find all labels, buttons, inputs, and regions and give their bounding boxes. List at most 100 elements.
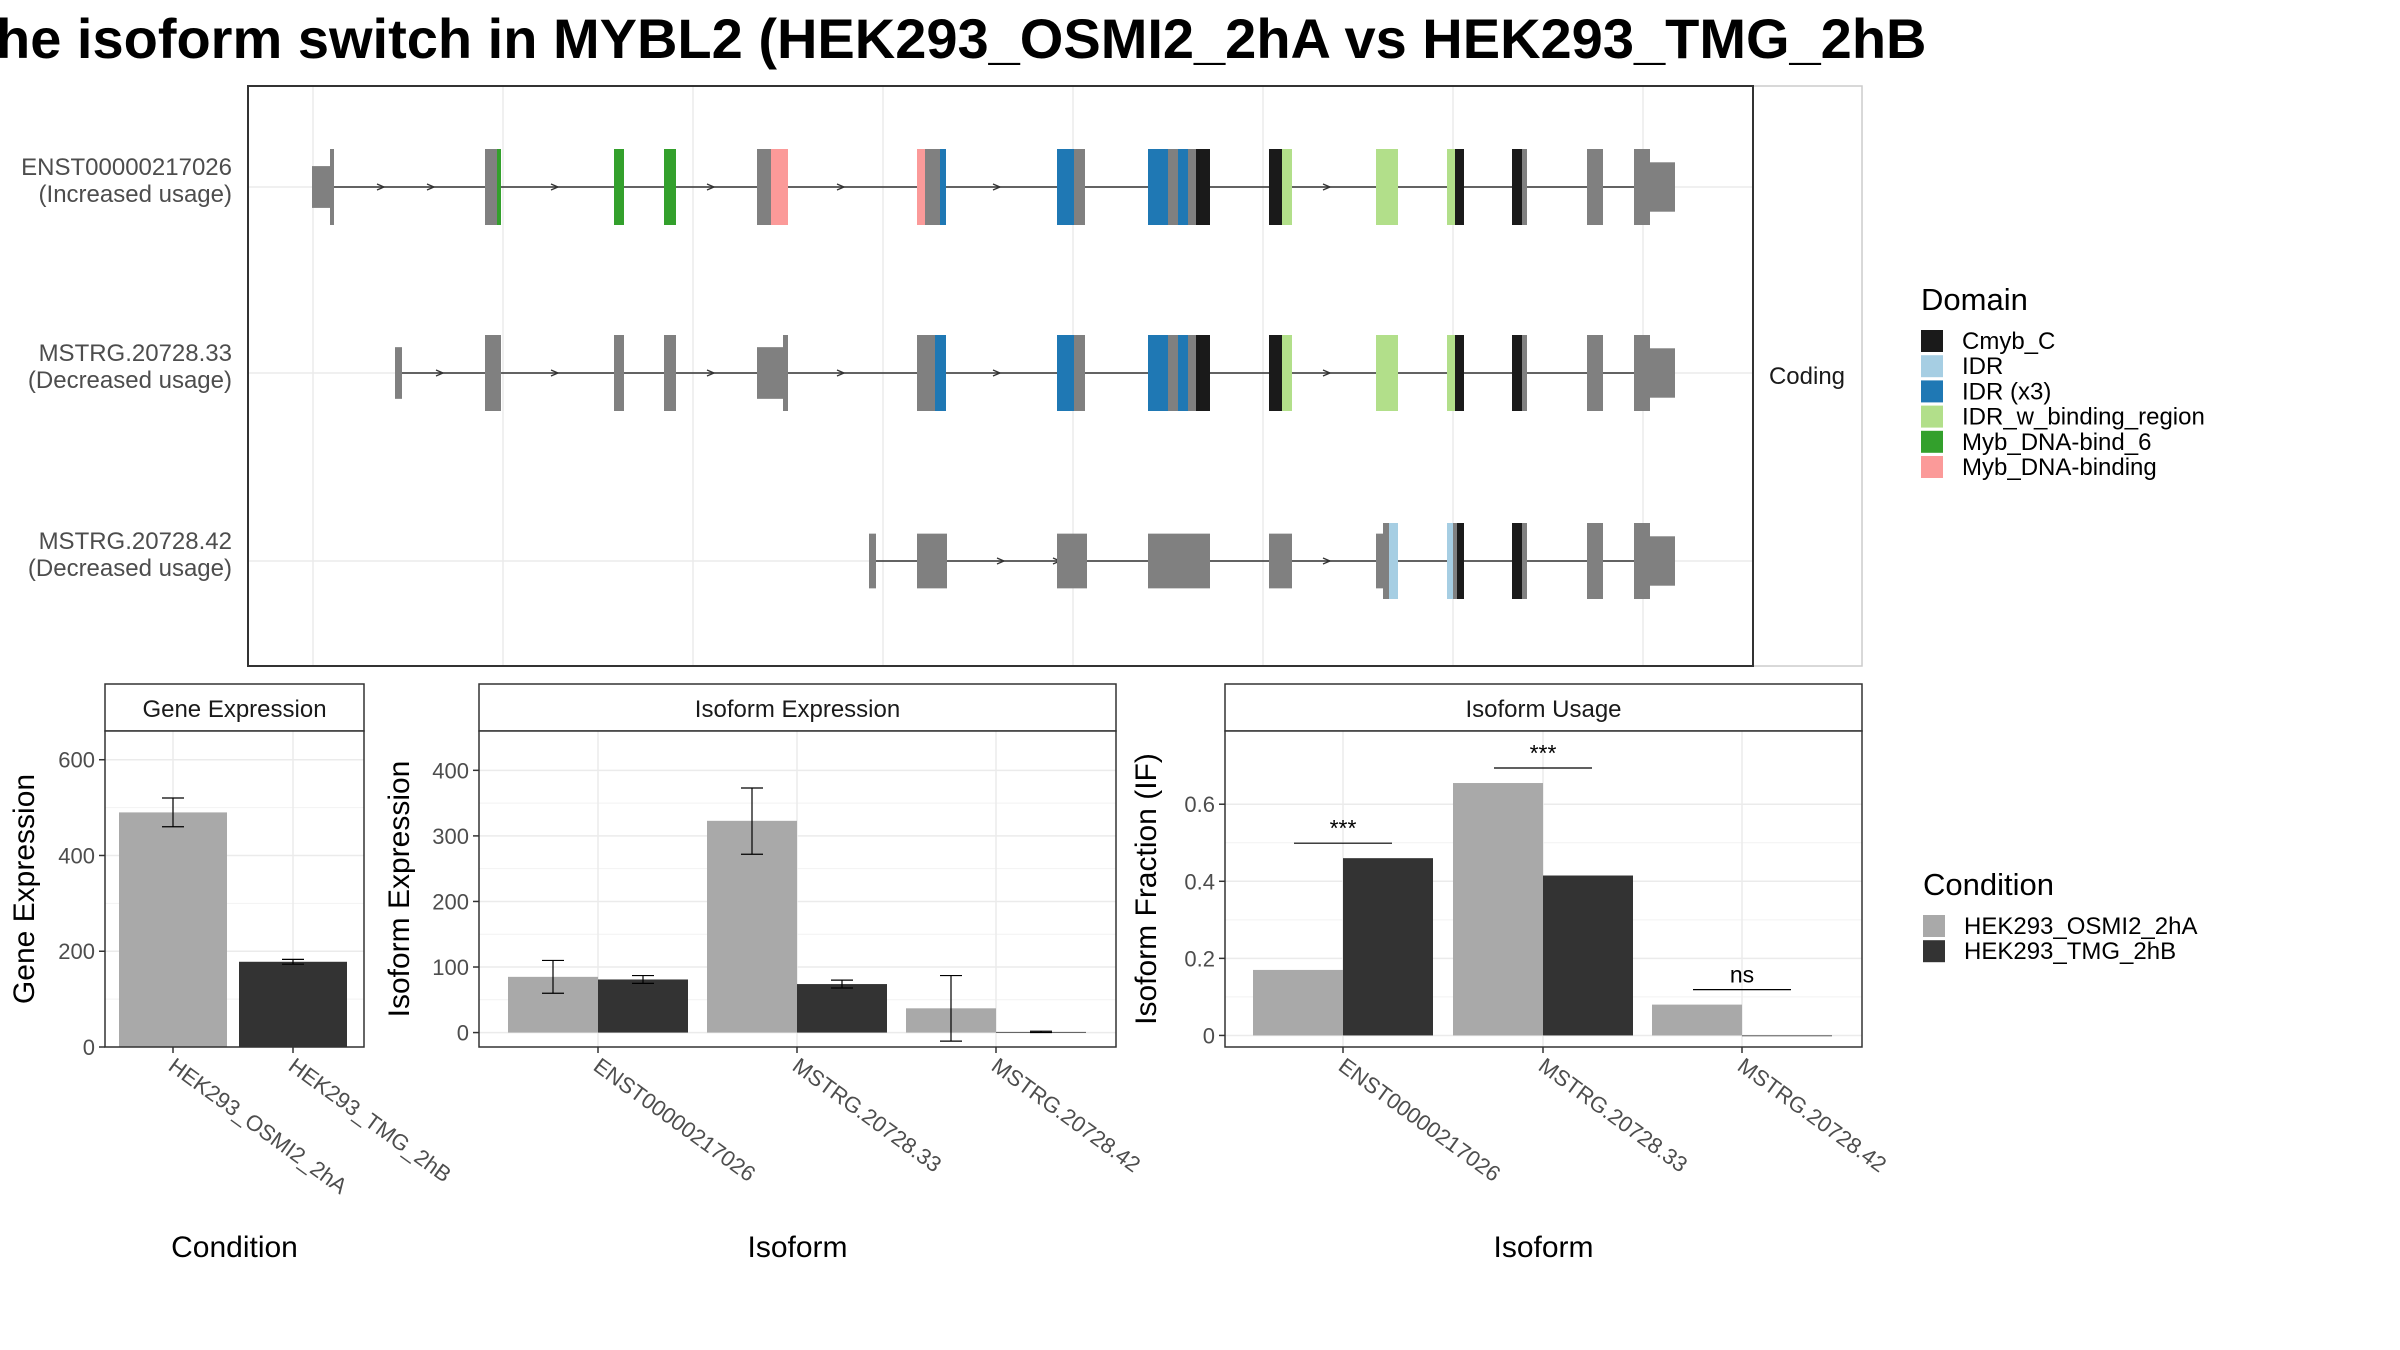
exon-block	[330, 149, 334, 225]
exon-block	[614, 335, 624, 411]
isoform-label: ENST00000217026	[21, 154, 232, 181]
coding-strip-box	[1752, 85, 1863, 667]
legend-item: HEK293_OSMI2_2hA	[1964, 913, 2197, 940]
exon-block	[664, 335, 676, 411]
x-tick-label: MSTRG.20728.42	[987, 1053, 1145, 1177]
strand-arrow	[996, 557, 1006, 565]
y-axis-title: Isoform Expression	[383, 761, 416, 1018]
exon-block	[1634, 335, 1650, 411]
domain-segment-cmyb-c	[1512, 523, 1522, 599]
domain-segment-myb-dna-bind-6	[664, 149, 676, 225]
structure-plot-border	[247, 85, 1754, 667]
exon-block	[869, 533, 876, 589]
strand-arrow	[376, 183, 386, 191]
figure-title: he isoform switch in MYBL2 (HEK293_OSMI2…	[0, 7, 1926, 70]
strand-arrow	[992, 183, 1002, 191]
legend-title: Domain	[1921, 282, 2028, 317]
usage-label: (Decreased usage)	[28, 367, 232, 394]
exon-block	[1074, 149, 1085, 225]
x-tick-label: MSTRG.20728.42	[1733, 1053, 1891, 1177]
error-bar	[741, 787, 763, 855]
error-bar	[162, 797, 184, 828]
significance-label: ***	[1330, 815, 1357, 841]
exon-block	[485, 149, 497, 225]
exon-block	[1188, 149, 1196, 225]
error-bar	[940, 974, 962, 1042]
domain-segment-idr-x3-	[1057, 149, 1074, 225]
legend-item: IDR (x3)	[1962, 378, 2051, 405]
y-tick-label: 400	[58, 843, 95, 868]
exon-block	[1522, 523, 1527, 599]
legend-swatch	[1921, 355, 1943, 378]
transcript-row-2	[395, 335, 1675, 411]
exon-block	[917, 533, 947, 589]
domain-segment-cmyb-c	[1269, 335, 1282, 411]
domain-segment-cmyb-c	[1512, 149, 1522, 225]
structure-plot-area	[248, 86, 1753, 666]
domain-segment-idr-w-binding-region	[1376, 149, 1398, 225]
y-tick-label: 400	[432, 758, 469, 783]
x-axis-title: Isoform	[1493, 1231, 1593, 1264]
bar-mstrg-20728-33-osmi2	[707, 820, 797, 1033]
domain-segment-cmyb-c	[1512, 335, 1522, 411]
domain-segment-cmyb-c	[1455, 149, 1464, 225]
strand-arrow	[1322, 183, 1332, 191]
panel-strip	[104, 683, 365, 732]
domain-segment-cmyb-c	[1196, 335, 1210, 411]
domain-segment-idr-x3-	[1178, 149, 1188, 225]
strand-arrow	[706, 183, 716, 191]
panel-title: Gene Expression	[142, 696, 326, 723]
exon-block	[1587, 335, 1603, 411]
transcript-row-1	[312, 149, 1675, 225]
bar-mstrg-20728-33-tmg	[1543, 875, 1633, 1036]
bar-mstrg-20728-33-tmg	[797, 984, 887, 1033]
strand-arrow	[992, 369, 1002, 377]
exon-block	[1168, 149, 1178, 225]
y-tick-label: 0	[457, 1021, 469, 1046]
domain-segment-idr-x3-	[1148, 335, 1154, 411]
legend-swatch	[1923, 940, 1945, 963]
error-bar	[282, 958, 304, 965]
x-axis-title: Isoform	[747, 1231, 847, 1264]
exon-block	[1650, 162, 1675, 212]
exon-block	[395, 347, 402, 399]
bar-hek293-osmi2-2ha	[119, 812, 227, 1047]
strand-arrow	[836, 183, 846, 191]
strand-arrow	[550, 183, 560, 191]
transcript-row-3	[869, 523, 1675, 599]
error-bar	[542, 959, 564, 994]
exon-block	[757, 149, 771, 225]
strand-arrow	[550, 369, 560, 377]
exon-block	[917, 335, 935, 411]
exon-block	[1522, 149, 1527, 225]
bar-mstrg-20728-33-osmi2	[1453, 783, 1543, 1036]
bar-enst00000217026-tmg	[1343, 858, 1433, 1036]
error-bar	[1030, 1030, 1052, 1034]
y-axis-title: Gene Expression	[8, 774, 41, 1004]
x-tick-label: ENST00000217026	[1334, 1053, 1505, 1187]
strand-arrow	[435, 369, 445, 377]
exon-block	[1148, 533, 1210, 589]
domain-segment-idr-x3-	[1057, 335, 1074, 411]
domain-segment-idr-w-binding-region	[1376, 335, 1398, 411]
exon-marks	[248, 86, 1753, 666]
usage-label: (Increased usage)	[39, 181, 232, 208]
isoform-label: MSTRG.20728.33	[39, 340, 232, 367]
plot-border	[104, 730, 365, 1048]
strand-arrow	[836, 369, 846, 377]
strand-arrow	[1322, 369, 1332, 377]
domain-segment-idr-w-binding-region	[1282, 335, 1292, 411]
exon-block	[312, 166, 331, 208]
y-tick-label: 0	[83, 1035, 95, 1060]
domain-segment-myb-dna-binding	[771, 149, 788, 225]
y-tick-label: 100	[432, 955, 469, 980]
significance-label: ns	[1730, 962, 1754, 988]
exon-block	[1453, 523, 1457, 599]
panel-strip	[478, 683, 1117, 732]
legend-swatch	[1921, 405, 1943, 428]
exon-block	[1057, 533, 1087, 589]
panel-title: Isoform Usage	[1465, 696, 1621, 723]
